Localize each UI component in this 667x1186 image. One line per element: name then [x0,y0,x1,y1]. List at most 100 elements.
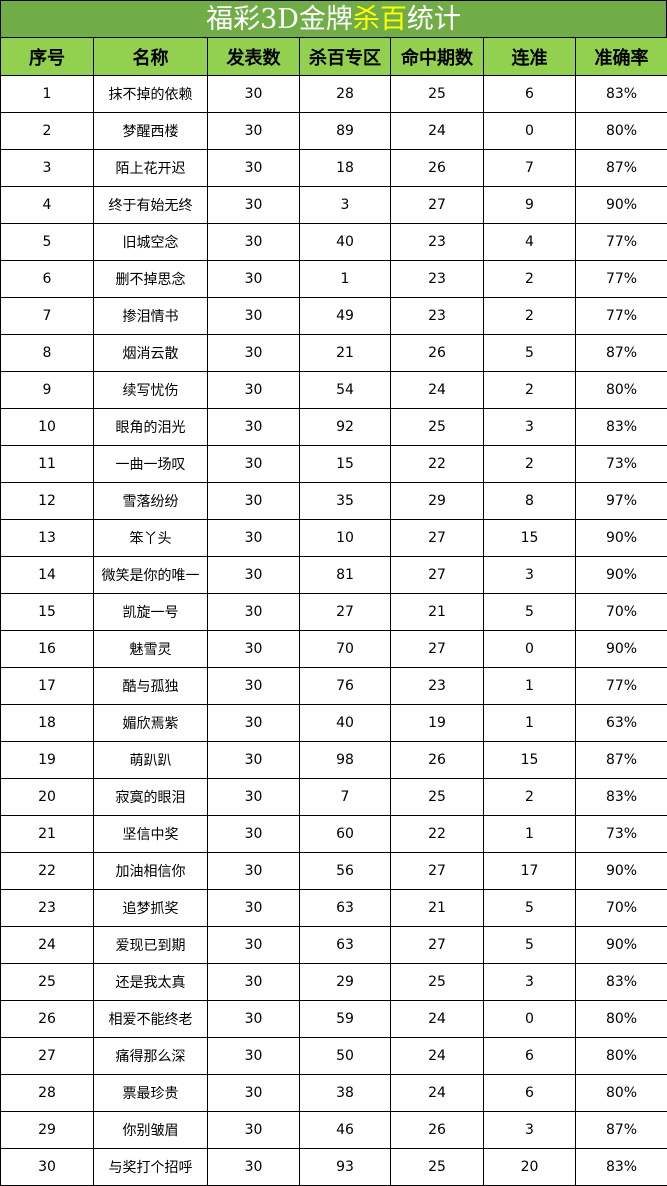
cell-col-kill-hundred: 92 [300,409,391,446]
cell-col-published: 30 [208,520,300,557]
cell-col-accuracy: 83% [576,779,667,816]
cell-col-name: 终于有始无终 [94,187,208,224]
cell-col-streak: 6 [484,1075,576,1112]
cell-col-hits: 23 [391,298,484,335]
cell-col-name: 旧城空念 [94,224,208,261]
cell-col-hits: 26 [391,1112,484,1149]
cell-col-published: 30 [208,705,300,742]
cell-col-accuracy: 90% [576,853,667,890]
cell-col-streak: 5 [484,594,576,631]
cell-col-accuracy: 97% [576,483,667,520]
cell-col-accuracy: 90% [576,520,667,557]
cell-col-index: 18 [1,705,94,742]
cell-col-hits: 24 [391,1075,484,1112]
cell-col-index: 1 [1,76,94,113]
cell-col-accuracy: 90% [576,187,667,224]
cell-col-name: 寂寞的眼泪 [94,779,208,816]
cell-col-published: 30 [208,76,300,113]
cell-col-published: 30 [208,890,300,927]
cell-col-published: 30 [208,113,300,150]
title-part1: 福彩3D金牌 [206,4,353,35]
cell-col-index: 8 [1,335,94,372]
cell-col-hits: 26 [391,335,484,372]
cell-col-name: 删不掉思念 [94,261,208,298]
cell-col-accuracy: 77% [576,224,667,261]
cell-col-hits: 27 [391,557,484,594]
cell-col-hits: 23 [391,224,484,261]
cell-col-kill-hundred: 63 [300,890,391,927]
cell-col-index: 24 [1,927,94,964]
header-col-name: 名称 [94,38,208,76]
cell-col-accuracy: 87% [576,150,667,187]
cell-col-kill-hundred: 56 [300,853,391,890]
cell-col-name: 续写忧伤 [94,372,208,409]
cell-col-index: 6 [1,261,94,298]
cell-col-accuracy: 90% [576,557,667,594]
cell-col-name: 雪落纷纷 [94,483,208,520]
cell-col-name: 抹不掉的依赖 [94,76,208,113]
cell-col-streak: 2 [484,261,576,298]
cell-col-accuracy: 63% [576,705,667,742]
cell-col-kill-hundred: 63 [300,927,391,964]
cell-col-hits: 21 [391,890,484,927]
cell-col-index: 5 [1,224,94,261]
cell-col-hits: 21 [391,594,484,631]
cell-col-hits: 22 [391,446,484,483]
cell-col-hits: 29 [391,483,484,520]
cell-col-streak: 3 [484,557,576,594]
cell-col-published: 30 [208,150,300,187]
cell-col-kill-hundred: 49 [300,298,391,335]
cell-col-index: 11 [1,446,94,483]
header-col-hits: 命中期数 [391,38,484,76]
cell-col-kill-hundred: 21 [300,335,391,372]
cell-col-streak: 5 [484,335,576,372]
cell-col-name: 相爱不能终老 [94,1001,208,1038]
cell-col-name: 微笑是你的唯一 [94,557,208,594]
cell-col-index: 29 [1,1112,94,1149]
cell-col-hits: 26 [391,742,484,779]
cell-col-accuracy: 80% [576,1001,667,1038]
cell-col-hits: 24 [391,1001,484,1038]
cell-col-name: 票最珍贵 [94,1075,208,1112]
cell-col-accuracy: 83% [576,409,667,446]
cell-col-hits: 25 [391,76,484,113]
cell-col-index: 2 [1,113,94,150]
cell-col-streak: 9 [484,187,576,224]
cell-col-name: 梦醒西楼 [94,113,208,150]
cell-col-name: 你别皱眉 [94,1112,208,1149]
cell-col-name: 爱现已到期 [94,927,208,964]
cell-col-published: 30 [208,853,300,890]
cell-col-published: 30 [208,964,300,1001]
cell-col-kill-hundred: 35 [300,483,391,520]
cell-col-published: 30 [208,1038,300,1075]
cell-col-published: 30 [208,779,300,816]
cell-col-published: 30 [208,927,300,964]
cell-col-hits: 27 [391,927,484,964]
cell-col-kill-hundred: 93 [300,1149,391,1186]
cell-col-hits: 25 [391,1149,484,1186]
cell-col-kill-hundred: 7 [300,779,391,816]
cell-col-name: 媚欣焉紫 [94,705,208,742]
cell-col-hits: 23 [391,668,484,705]
cell-col-kill-hundred: 98 [300,742,391,779]
cell-col-published: 30 [208,1149,300,1186]
cell-col-accuracy: 73% [576,816,667,853]
cell-col-kill-hundred: 1 [300,261,391,298]
cell-col-streak: 20 [484,1149,576,1186]
cell-col-index: 17 [1,668,94,705]
cell-col-index: 26 [1,1001,94,1038]
cell-col-kill-hundred: 40 [300,705,391,742]
title-part2: 统计 [407,4,461,35]
cell-col-hits: 27 [391,187,484,224]
